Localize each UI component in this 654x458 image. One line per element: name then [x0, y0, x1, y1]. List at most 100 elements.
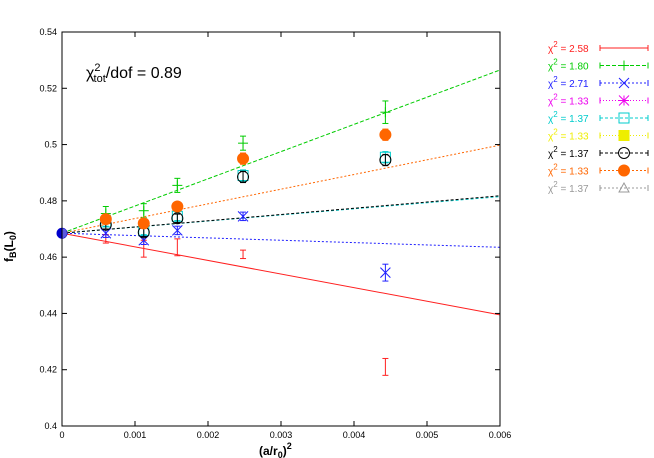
y-axis-label: fB(L0) [2, 231, 18, 262]
legend-value: = 1.33 [558, 97, 589, 108]
legend-value: = 1.37 [558, 114, 589, 125]
fit-line [61, 144, 501, 234]
error-bar [174, 238, 181, 257]
data-point [138, 205, 149, 216]
legend-chi: χ [548, 167, 554, 178]
legend-chi: χ [548, 149, 554, 160]
y-tick-label: 0.4 [44, 421, 57, 431]
fit-line [61, 195, 501, 234]
data-point [380, 267, 391, 278]
legend-chi: χ [548, 132, 554, 143]
ylabel-sub2: 0 [8, 235, 18, 240]
y-tick-label: 0.48 [39, 196, 57, 206]
ylabel-sub1: B [8, 251, 18, 258]
legend-entry: χ2 = 2.71 [548, 75, 649, 90]
data-point [237, 210, 249, 222]
fit-line [61, 232, 501, 316]
legend-marker [618, 77, 630, 89]
legend-entry: χ2 = 1.33 [548, 93, 649, 108]
legend-chi-sup: 2 [553, 128, 558, 137]
y-tick-label: 0.46 [39, 252, 57, 262]
legend-label: χ2 = 1.37 [548, 145, 589, 160]
x-tick-label: 0.006 [489, 430, 512, 440]
marker-stroke [618, 77, 630, 89]
marker-shape [618, 181, 630, 193]
legend-entry: χ2 = 1.33 [548, 163, 649, 178]
legend-marker [618, 181, 630, 193]
legend-entry: χ2 = 1.80 [548, 58, 649, 73]
legend-chi: χ [548, 97, 554, 108]
marker-stroke [171, 225, 183, 236]
xlabel-close: ) [283, 444, 287, 458]
y-tick-label: 0.42 [39, 365, 57, 375]
xlabel-base: (a/r [259, 444, 278, 458]
marker-shape [137, 217, 150, 230]
marker-shape [618, 130, 630, 141]
legend-label: χ2 = 1.37 [548, 110, 589, 125]
x-tick-label: 0.004 [343, 430, 366, 440]
marker-stroke [618, 95, 630, 106]
marker-stroke [237, 210, 249, 222]
data-point [172, 180, 183, 191]
legend-chi-sup: 2 [553, 40, 558, 49]
legend-chi-sup: 2 [553, 93, 558, 102]
legend-label: χ2 = 1.33 [548, 163, 589, 178]
legend-chi-sup: 2 [553, 110, 558, 119]
legend-marker [618, 112, 630, 124]
y-tick-label: 0.54 [39, 27, 57, 37]
annotation-chi: χ [86, 65, 95, 82]
legend-marker [618, 164, 630, 177]
data-point [171, 225, 183, 236]
y-tick-label: 0.44 [39, 308, 57, 318]
legend-marker [618, 130, 630, 141]
legend-chi: χ [548, 44, 554, 55]
marker-shape [618, 164, 630, 177]
legend-marker [618, 147, 630, 159]
x-axis-label: (a/r0)2 [259, 441, 292, 458]
data-point [237, 152, 250, 165]
legend-chi-sup: 2 [553, 180, 558, 189]
legend-value: = 2.71 [558, 79, 589, 90]
legend-value: = 1.80 [558, 62, 589, 73]
legend-label: χ2 = 2.58 [548, 40, 589, 55]
error-bar [382, 357, 389, 376]
ylabel-mid: (L [2, 240, 16, 251]
marker-stroke [380, 267, 391, 278]
marker-shape [237, 152, 250, 165]
data-point [238, 138, 249, 149]
legend-entry: χ2 = 1.37 [548, 110, 649, 125]
data-point [379, 154, 392, 167]
data-point [99, 213, 112, 226]
marker-shape [171, 212, 184, 225]
legend-chi: χ [548, 79, 554, 90]
marker-shape [237, 170, 250, 183]
data-points [56, 100, 392, 376]
data-point [237, 170, 250, 183]
legend-value: = 1.37 [558, 184, 589, 195]
y-tick-label: 0.52 [39, 83, 57, 93]
axis-ticks: 0 0.001 0.002 0.003 0.004 0.005 0.006 0.4 0.42 0.… [39, 27, 511, 440]
marker-shape [618, 112, 630, 124]
legend-marker [619, 60, 629, 71]
data-point [171, 200, 184, 213]
marker-shape [99, 213, 112, 226]
data-point [379, 128, 392, 141]
chi2-tot-annotation: χ2 tot/dof = 0.89 [86, 62, 182, 85]
legend-label: χ2 = 1.37 [548, 180, 589, 195]
annotation-sub: tot [94, 73, 106, 85]
legend-chi: χ [548, 114, 554, 125]
legend-value: = 2.58 [558, 44, 589, 55]
x-tick-label: 0.005 [416, 430, 439, 440]
continuum-point-highlight [62, 228, 67, 239]
error-bar [240, 249, 247, 260]
legend-chi-sup: 2 [553, 58, 558, 67]
data-point [137, 217, 150, 230]
x-tick-label: 0.002 [197, 430, 220, 440]
legend-entry: χ2 = 1.33 [548, 128, 649, 143]
annotation-rest: /dof = 0.89 [106, 65, 182, 82]
marker-shape [618, 147, 630, 159]
legend-entry: χ2 = 2.58 [548, 40, 649, 55]
marker-shape [379, 128, 392, 141]
